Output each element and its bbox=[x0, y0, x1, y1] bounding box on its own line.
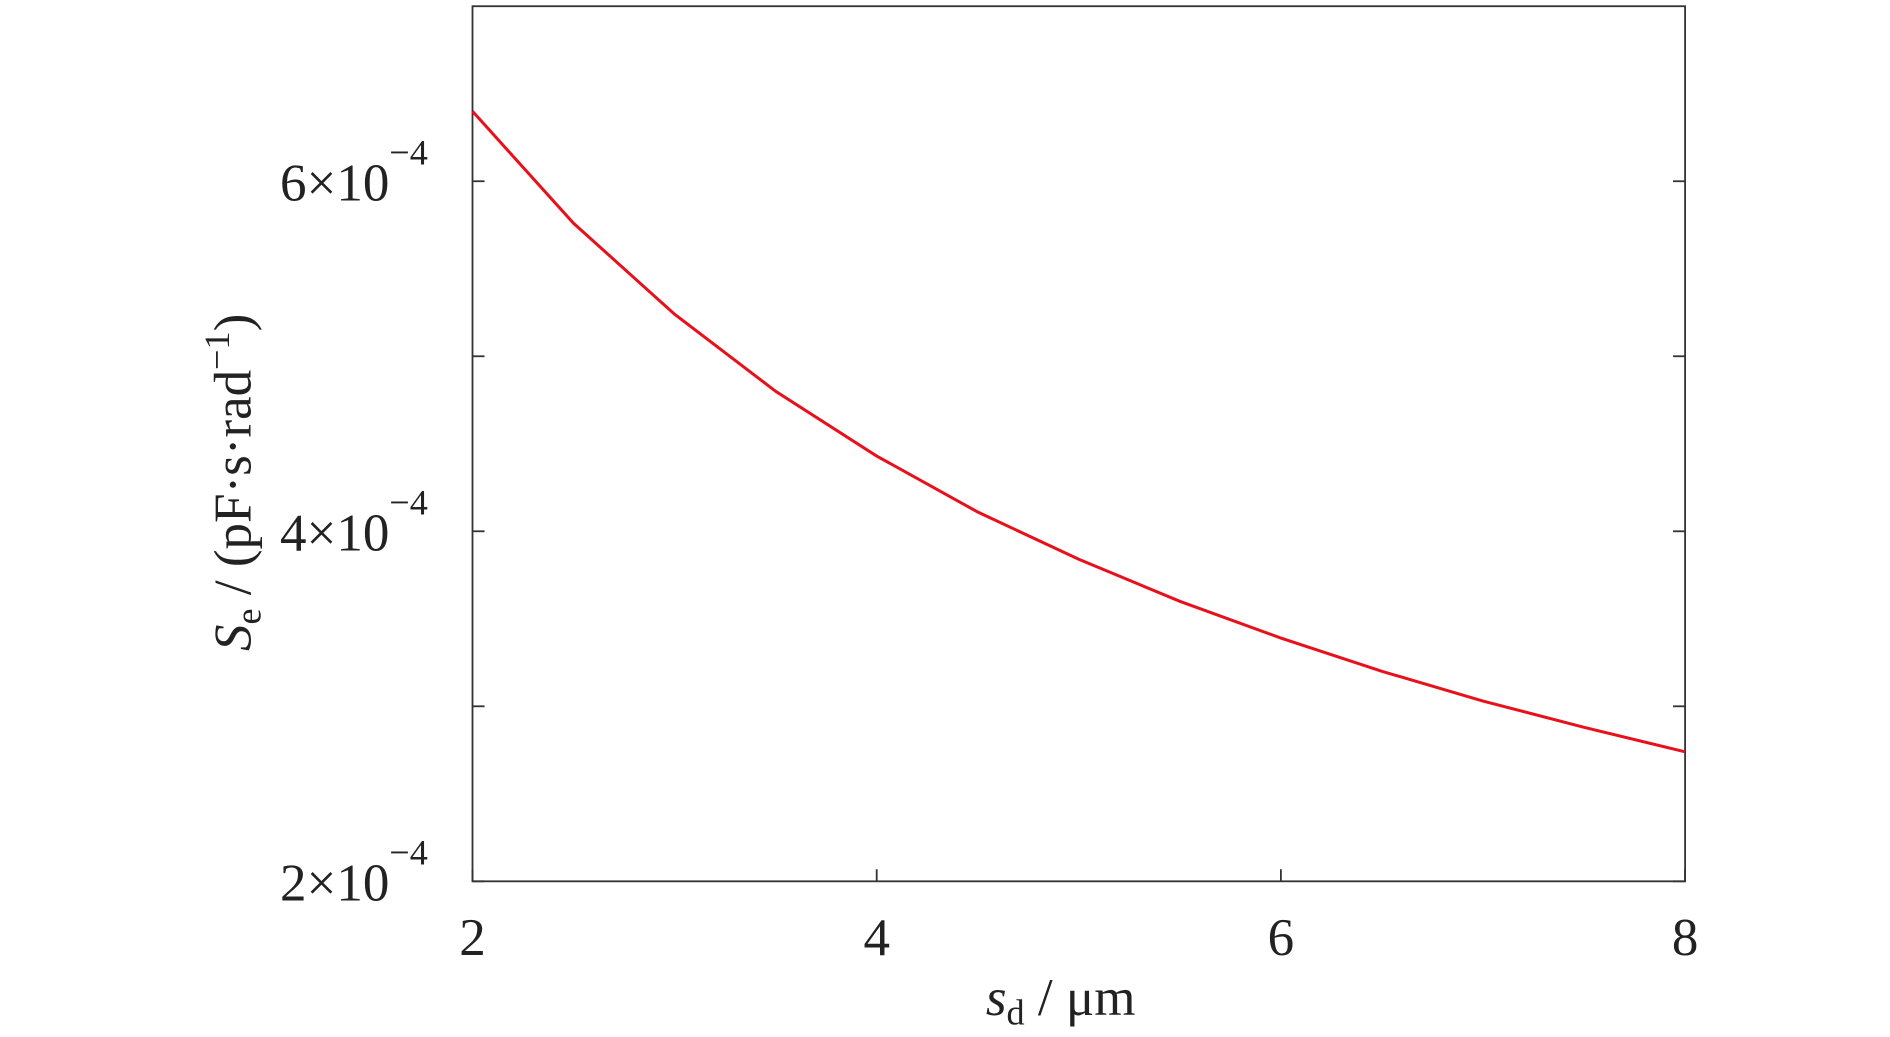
plot-frame bbox=[471, 5, 1686, 883]
y-tick-exponent: −4 bbox=[389, 482, 427, 522]
y-tick-mantissa: 4×10 bbox=[280, 505, 389, 563]
y-label-text: / (pF·s·rad bbox=[205, 370, 263, 609]
y-tick-label: 6×10−4 bbox=[280, 132, 428, 212]
y-tick-exponent: −4 bbox=[389, 832, 427, 872]
y-tick-label: 2×10−4 bbox=[280, 832, 428, 912]
y-label-symbol: S bbox=[205, 624, 263, 651]
x-axis-label: sd / μm bbox=[986, 969, 1136, 1033]
y-label-superscript: −1 bbox=[197, 331, 237, 369]
x-tick-label: 6 bbox=[1268, 909, 1295, 967]
x-tick-label: 4 bbox=[863, 909, 890, 967]
x-tick-label: 8 bbox=[1672, 909, 1699, 967]
x-label-subscript: d bbox=[1007, 993, 1025, 1033]
y-tick-label: 4×10−4 bbox=[280, 482, 428, 562]
x-label-text: / μm bbox=[1025, 969, 1136, 1027]
y-axis-label: Se / (pF·s·rad−1) bbox=[197, 314, 268, 651]
y-label-close: ) bbox=[205, 314, 263, 332]
y-tick-mantissa: 6×10 bbox=[280, 155, 389, 213]
x-label-symbol: s bbox=[986, 969, 1007, 1027]
y-tick-exponent: −4 bbox=[389, 132, 427, 172]
y-tick-mantissa: 2×10 bbox=[280, 855, 389, 913]
y-label-subscript: e bbox=[228, 608, 268, 624]
x-tick-label: 2 bbox=[459, 909, 486, 967]
data-line bbox=[471, 110, 1686, 754]
